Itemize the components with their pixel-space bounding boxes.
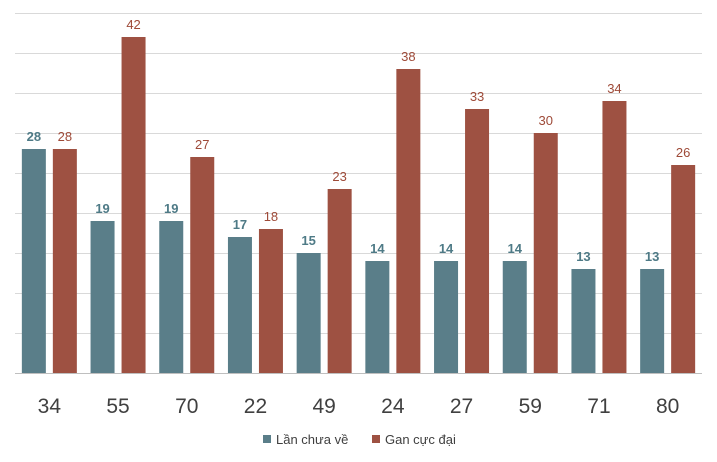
bar-gan-cuc-dai-27 [465,109,490,373]
data-label-gan-cuc-dai-70: 27 [195,137,209,152]
data-label-lan-chua-ve-55: 19 [95,201,109,216]
x-tick-label-59: 59 [519,395,542,418]
x-tick-label-80: 80 [656,395,679,418]
x-axis-tick-labels: 34 55 70 22 49 24 27 59 71 80 [38,395,680,418]
bar-lan-chua-ve-70 [159,221,184,373]
bar-lan-chua-ve-71 [571,269,596,373]
data-label-gan-cuc-dai-24: 38 [401,49,415,64]
data-label-lan-chua-ve-70: 19 [164,201,178,216]
x-tick-label-49: 49 [312,395,335,418]
bar-gan-cuc-dai-22 [258,229,283,373]
x-tick-label-55: 55 [106,395,129,418]
legend-swatch-gan-cuc-dai [372,435,380,443]
x-tick-label-70: 70 [175,395,198,418]
bar-lan-chua-ve-80 [640,269,665,373]
bar-gan-cuc-dai-49 [327,189,352,373]
bar-lan-chua-ve-59 [502,261,527,373]
data-label-gan-cuc-dai-27: 33 [470,89,484,104]
data-label-gan-cuc-dai-80: 26 [676,145,690,160]
data-label-lan-chua-ve-71: 13 [576,249,590,264]
data-label-lan-chua-ve-24: 14 [370,241,385,256]
data-label-gan-cuc-dai-22: 18 [264,209,278,224]
data-label-lan-chua-ve-27: 14 [439,241,454,256]
x-tick-label-27: 27 [450,395,473,418]
legend: Lần chưa về Gan cực đại [263,432,456,447]
bar-gan-cuc-dai-34 [52,149,77,373]
data-label-lan-chua-ve-59: 14 [508,241,523,256]
legend-label-gan-cuc-dai: Gan cực đại [385,432,456,447]
bar-series [21,37,696,373]
bar-lan-chua-ve-24 [365,261,390,373]
bar-lan-chua-ve-49 [296,253,321,373]
bar-gan-cuc-dai-59 [533,133,558,373]
data-label-lan-chua-ve-49: 15 [301,233,315,248]
bar-lan-chua-ve-22 [227,237,252,373]
legend-swatch-lan-chua-ve [263,435,271,443]
bar-gan-cuc-dai-70 [190,157,215,373]
data-label-lan-chua-ve-22: 17 [233,217,247,232]
legend-label-lan-chua-ve: Lần chưa về [276,432,348,447]
bar-gan-cuc-dai-55 [121,37,146,373]
x-tick-label-24: 24 [381,395,405,418]
x-tick-label-34: 34 [38,395,62,418]
x-tick-label-71: 71 [587,395,610,418]
x-tick-label-22: 22 [244,395,267,418]
bar-lan-chua-ve-34 [21,149,46,373]
data-label-gan-cuc-dai-55: 42 [126,17,140,32]
data-label-lan-chua-ve-80: 13 [645,249,659,264]
data-label-gan-cuc-dai-71: 34 [607,81,621,96]
data-label-gan-cuc-dai-59: 30 [539,113,553,128]
bar-lan-chua-ve-27 [434,261,459,373]
data-label-lan-chua-ve-34: 28 [27,129,41,144]
bar-gan-cuc-dai-80 [671,165,696,373]
bar-gan-cuc-dai-71 [602,101,627,373]
bar-gan-cuc-dai-24 [396,69,421,373]
data-labels: 28 28 19 42 19 27 17 18 15 23 14 38 14 33 14 30 13 34 13 26 [27,17,691,264]
data-label-gan-cuc-dai-49: 23 [332,169,346,184]
data-label-gan-cuc-dai-34: 28 [58,129,72,144]
bar-lan-chua-ve-55 [90,221,115,373]
gridlines [15,13,702,374]
